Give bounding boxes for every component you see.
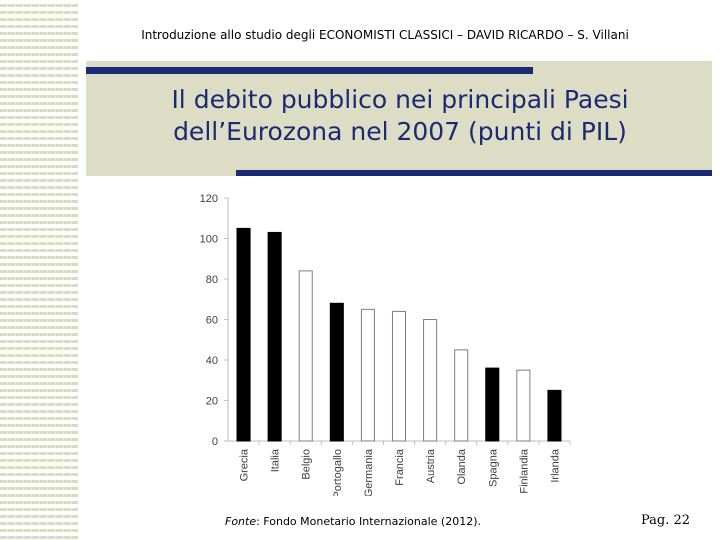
bar-chart: 0 20 40 60 80 100 120 Grecia Italia Belgio Portoga… [200,193,571,499]
source-label: Fonte [225,515,257,528]
y-tick-label: 20 [206,396,218,408]
x-tick-label: Francia [394,448,406,486]
slide-header: Introduzione allo studio degli ECONOMIST… [141,28,629,42]
source-text: : Fondo Monetario Internazionale (2012). [256,515,481,528]
bar-grecia [236,227,251,442]
y-tick-label: 40 [206,355,218,367]
title-band [86,61,712,176]
y-tick-label: 0 [212,436,218,448]
x-tick-label: Belgio [301,449,313,480]
y-tick-label: 100 [200,234,218,246]
x-tick-label: Irlanda [549,448,561,483]
y-tick-label: 80 [206,274,218,286]
x-tick-label: Olanda [456,448,468,484]
bar-francia [391,310,407,442]
decorative-stripes [0,0,78,540]
x-tick-label: Austria [425,448,437,483]
chart-container: 0 20 40 60 80 100 120 Grecia Italia Belgio Portoga… [190,186,590,499]
x-tick-label: Finlandia [518,448,530,494]
source-note: Fonte: Fondo Monetario Internazionale (2… [225,515,481,528]
page-number: Pag. 22 [640,513,690,528]
bar-italia [267,231,282,442]
bar-finlandia [516,369,531,442]
x-tick-label: Portogallo [332,449,344,496]
x-tick-label: Spagna [487,448,499,487]
y-tick-label: 60 [206,315,218,327]
x-tick-label: Italia [270,448,282,472]
bar-irlanda [547,389,562,442]
title-bottom-rule [236,170,712,176]
bar-olanda [454,349,469,442]
x-tick-label: Grecia [239,448,251,481]
slide-title: Il debito pubblico nei principali Paesi … [100,84,700,148]
bar-germania [360,308,375,442]
y-tick-label: 120 [200,193,218,205]
bar-spagna [485,367,500,442]
slide-title-line1: Il debito pubblico nei principali Paesi [171,85,629,114]
slide-title-line2: dell’Eurozona nel 2007 (punti di PIL) [173,117,627,146]
bar-portogallo [329,302,344,442]
x-tick-label: Germania [363,448,375,496]
bar-austria [423,319,438,442]
title-top-rule [86,67,533,74]
bar-belgio [298,270,313,442]
